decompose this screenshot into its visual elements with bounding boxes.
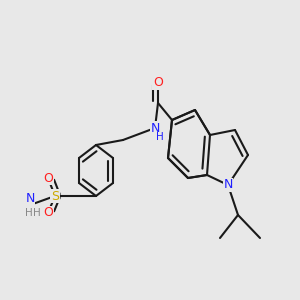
Text: S: S <box>51 190 59 202</box>
Text: H: H <box>33 208 41 218</box>
Text: N: N <box>25 193 35 206</box>
Text: H: H <box>25 208 32 218</box>
Text: O: O <box>43 206 53 220</box>
Text: O: O <box>43 172 53 184</box>
Text: O: O <box>153 76 163 89</box>
Text: H: H <box>156 132 164 142</box>
Text: N: N <box>223 178 233 191</box>
Text: N: N <box>150 122 160 134</box>
